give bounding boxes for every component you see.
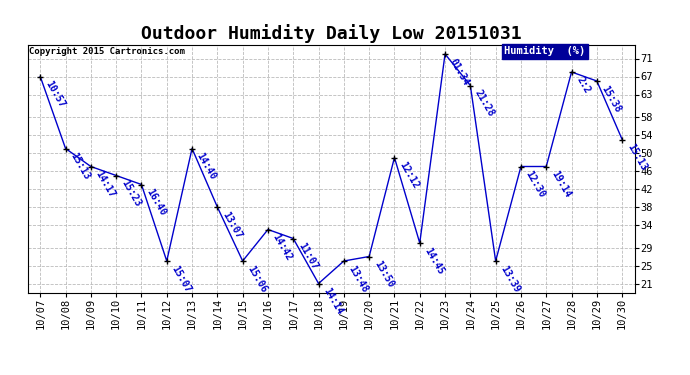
Text: 14:42: 14:42 bbox=[270, 232, 294, 263]
Text: 13:39: 13:39 bbox=[498, 264, 522, 294]
Text: Copyright 2015 Cartronics.com: Copyright 2015 Cartronics.com bbox=[29, 48, 185, 57]
Text: 15:06: 15:06 bbox=[246, 264, 269, 294]
Text: 13:48: 13:48 bbox=[346, 264, 370, 294]
Text: 16:40: 16:40 bbox=[144, 187, 168, 218]
Text: 14:45: 14:45 bbox=[422, 246, 446, 276]
Text: 15:38: 15:38 bbox=[600, 84, 623, 114]
Text: 14:14: 14:14 bbox=[322, 286, 345, 317]
Text: 12:12: 12:12 bbox=[397, 160, 421, 191]
Text: 19:14: 19:14 bbox=[549, 169, 573, 200]
Text: 2:2: 2:2 bbox=[574, 75, 592, 95]
Text: 15:07: 15:07 bbox=[170, 264, 193, 294]
Text: 14:40: 14:40 bbox=[195, 151, 218, 182]
Text: 15:13: 15:13 bbox=[68, 151, 92, 182]
Text: 11:07: 11:07 bbox=[296, 241, 319, 272]
Title: Outdoor Humidity Daily Low 20151031: Outdoor Humidity Daily Low 20151031 bbox=[141, 24, 522, 44]
Text: 10:57: 10:57 bbox=[43, 79, 66, 110]
Text: 14:17: 14:17 bbox=[94, 169, 117, 200]
Text: 13:50: 13:50 bbox=[372, 259, 395, 290]
Text: 15:13: 15:13 bbox=[625, 142, 649, 173]
Text: 15:23: 15:23 bbox=[119, 178, 142, 209]
Text: 21:28: 21:28 bbox=[473, 88, 497, 119]
Text: 13:07: 13:07 bbox=[220, 210, 244, 240]
Text: 12:30: 12:30 bbox=[524, 169, 547, 200]
Text: Humidity  (%): Humidity (%) bbox=[504, 46, 586, 56]
Text: 01:34: 01:34 bbox=[448, 57, 471, 87]
